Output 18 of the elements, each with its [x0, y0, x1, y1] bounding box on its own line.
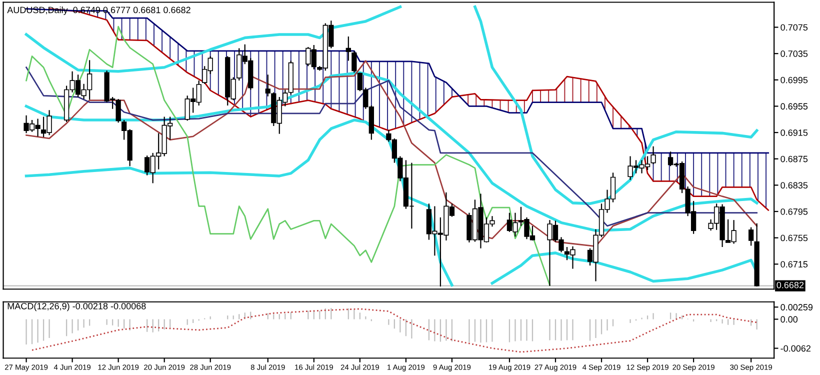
- y-tick-label: 0.6715: [780, 261, 808, 268]
- y-tick-label: 0.6915: [780, 129, 808, 136]
- y-tick-label: 0.6795: [780, 208, 808, 215]
- y-tick-label: 0.00259: [780, 304, 813, 310]
- y-tick-label: 0.6995: [780, 76, 808, 84]
- y-tick-label: 0.6875: [780, 156, 808, 162]
- y-tick-label: 0.7075: [780, 24, 808, 31]
- y-tick-label: 0.00: [780, 316, 798, 323]
- candlestick: [116, 98, 121, 124]
- ref-line-label: 0.6682: [776, 282, 804, 288]
- y-tick-label: 0.7035: [780, 50, 808, 57]
- y-tick-label: 0.6755: [780, 234, 808, 242]
- candlestick: [748, 226, 754, 246]
- y-tick-label: 0.6835: [780, 182, 808, 189]
- line-series: [26, 26, 550, 286]
- chart-title: MACD(12,26,9) -0.00218 -0.00068: [8, 302, 146, 312]
- y-tick-label: -0.0062: [780, 345, 810, 352]
- y-tick-label: 0.6955: [780, 103, 808, 110]
